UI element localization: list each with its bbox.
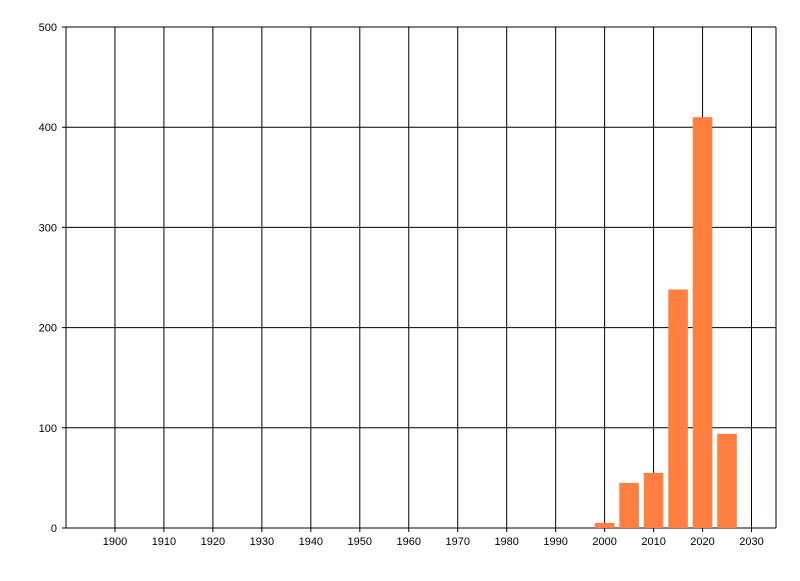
y-tick-label: 0 xyxy=(51,523,57,535)
x-tick-label: 1940 xyxy=(299,536,323,548)
x-tick-label: 2020 xyxy=(690,536,714,548)
bar-2015 xyxy=(668,289,688,528)
bar-2000 xyxy=(594,522,615,528)
bars xyxy=(594,117,737,529)
y-tick-label: 400 xyxy=(39,122,57,134)
x-tick-label: 2000 xyxy=(592,536,616,548)
y-tick-label: 500 xyxy=(39,22,57,34)
axes xyxy=(65,27,777,528)
bar-2010 xyxy=(643,472,664,528)
x-tick-label: 1930 xyxy=(250,536,274,548)
y-tick-label: 200 xyxy=(39,323,57,335)
x-tick-labels: 1900 1910 1920 1930 1940 1950 1960 1970 1980 1990… xyxy=(103,536,764,548)
x-tick-label: 1950 xyxy=(348,536,372,548)
x-tick-label: 1970 xyxy=(445,536,469,548)
x-tick-label: 1910 xyxy=(152,536,176,548)
x-tick-label: 1960 xyxy=(397,536,421,548)
x-tick-label: 1980 xyxy=(494,536,518,548)
y-tick-labels: 0 100 200 300 400 500 xyxy=(39,22,57,535)
bar-2025 xyxy=(717,433,737,528)
x-tick-label: 2010 xyxy=(641,536,665,548)
x-tick-label: 1920 xyxy=(201,536,225,548)
bar-2020 xyxy=(692,117,713,529)
x-tick-label: 2030 xyxy=(739,536,763,548)
bar-2005 xyxy=(619,482,639,528)
x-tick-label: 1900 xyxy=(103,536,127,548)
x-tick-label: 1990 xyxy=(543,536,567,548)
y-tick-label: 100 xyxy=(39,423,57,435)
y-tick-label: 300 xyxy=(39,222,57,234)
